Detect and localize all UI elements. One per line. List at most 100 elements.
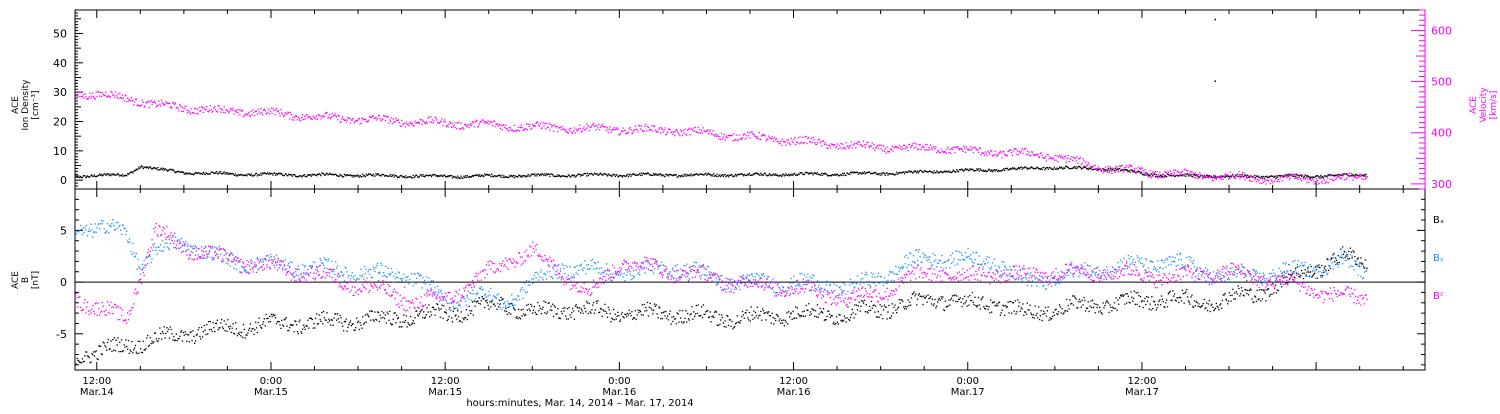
bottom-series-Bx-point [509,312,510,313]
top-series-velocity-point [1346,179,1347,180]
top-series-velocity-point [359,118,360,119]
bottom-series-Bx-point [925,297,926,298]
bottom-series-Bx-point [515,309,516,310]
top-series-velocity-point [821,145,822,146]
top-series-velocity-point [211,109,212,110]
top-series-velocity-point [215,109,216,110]
top-series-density-point [274,173,275,174]
bottom-series-Bx-point [107,342,108,343]
bottom-series-Bx-point [224,320,225,321]
top-series-velocity-point [1128,167,1129,168]
bottom-series-By-point [224,255,225,256]
top-series-velocity-point [425,123,426,124]
bottom-series-By-point [99,228,100,229]
top-series-velocity-point [242,110,243,111]
bottom-series-Bx-point [209,329,210,330]
bottom-series-Bx-point [218,329,219,330]
bottom-series-By-point [169,249,170,250]
top-series-density-point [360,175,361,176]
top-series-velocity-point [1220,177,1221,178]
top-series-density-point [399,177,400,178]
top-series-density-point [713,173,714,174]
top-series-velocity-point [414,121,415,122]
top-series-density-point [1293,176,1294,177]
bottom-series-Bx-point [1259,289,1260,290]
bottom-series-Bx-point [978,297,979,298]
top-series-density-point [122,174,123,175]
top-series-velocity-point [902,148,903,149]
bottom-series-By-point [113,225,114,226]
top-series-velocity-point [702,133,703,134]
top-series-velocity-point [227,110,228,111]
bottom-series-Bx-point [1186,289,1187,290]
top-series-velocity-point [677,132,678,133]
bottom-series-Bx-point [649,307,650,308]
top-series-density-point [549,176,550,177]
top-series-velocity-point [585,129,586,130]
top-series-density-point [491,174,492,175]
bottom-series-Bx-point [596,301,597,302]
bottom-series-Bx-point [1226,300,1227,301]
top-series-velocity-point [1126,165,1127,166]
top-series-density-point [1264,178,1265,179]
bottom-series-Bx-point [870,310,871,311]
top-series-density-point [430,175,431,176]
bottom-series-Bx-point [158,338,159,339]
top-series-density-point [291,174,292,175]
bottom-series-Bx-point [1171,299,1172,300]
top-series-density-point [452,177,453,178]
bottom-series-By-point [187,244,188,245]
bottom-series-Bx-point [86,351,87,352]
bottom-series-Bx-point [727,316,728,317]
top-series-velocity-point [82,96,83,97]
bottom-series-Bx-point [320,321,321,322]
top-series-velocity-point [659,127,660,128]
top-series-velocity-point [600,127,601,128]
bottom-series-Bx-point [1103,307,1104,308]
top-series-density-point [460,177,461,178]
bottom-series-Bx-point [321,312,322,313]
top-series-velocity-point [432,119,433,120]
bottom-series-By-point [208,253,209,254]
bottom-series-Bx-point [1343,254,1344,255]
top-series-velocity-point [1058,156,1059,157]
bottom-series-Bx-point [1049,317,1050,318]
bottom-series-Bx-point [113,350,114,351]
bottom-series-Bx-point [593,302,594,303]
bottom-series-Bx-point [254,329,255,330]
top-series-velocity-point [382,119,383,120]
bottom-series-Bx-point [750,320,751,321]
top-series-velocity-point [273,110,274,111]
bottom-series-Bx-point [1322,275,1323,276]
top-series-velocity-point [497,123,498,124]
top-series-velocity-point [958,148,959,149]
bottom-series-Bx-point [1044,313,1045,314]
bottom-series-Bx-point [231,332,232,333]
bottom-series-By-point [236,269,237,270]
bottom-series-Bx-point [647,302,648,303]
bottom-series-Bx-point [728,325,729,326]
bottom-series-Bx-point [526,305,527,306]
bottom-series-Bx-point [245,337,246,338]
bottom-series-Bx-point [545,302,546,303]
top-series-velocity-point [1324,180,1325,181]
top-series-density-point [412,177,413,178]
bottom-series-Bx-point [1159,299,1160,300]
bottom-series-Bx-point [360,325,361,326]
top-series-velocity-point [697,132,698,133]
top-series-density-point [792,175,793,176]
bottom-series-Bx-point [111,351,112,352]
top-series-velocity-point [578,128,579,129]
top-series-velocity-point [1251,181,1252,182]
top-series-velocity-point [1076,160,1077,161]
bottom-series-Bx-point [322,323,323,324]
bottom-series-Bx-point [1138,295,1139,296]
top-series-velocity-point [1028,154,1029,155]
bottom-series-Bx-point [94,356,95,357]
top-series-velocity-point [907,150,908,151]
bottom-series-Bx-point [477,300,478,301]
bottom-series-Bx-point [837,322,838,323]
bottom-series-Bx-point [665,311,666,312]
top-series-density-point [783,174,784,175]
bottom-series-Bx-point [525,314,526,315]
